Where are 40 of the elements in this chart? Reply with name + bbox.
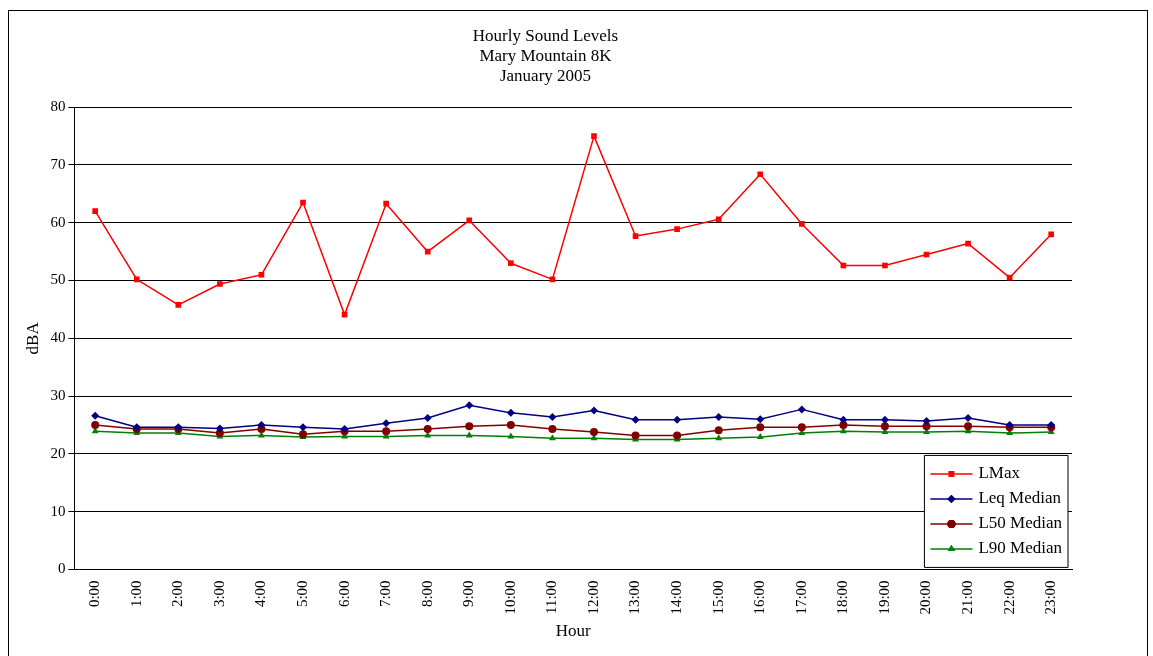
y-tick-label: 60 [50, 213, 66, 230]
x-tick-label: 10:00 [501, 580, 518, 615]
x-tick-label: 21:00 [959, 580, 976, 615]
x-tick-label: 0:00 [86, 580, 103, 608]
legend-label: LMax [978, 463, 1021, 483]
x-tick-label: 1:00 [127, 580, 144, 608]
y-tick-label: 10 [50, 502, 66, 519]
x-tick-label: 15:00 [709, 580, 726, 615]
x-tick-label: 17:00 [792, 580, 809, 615]
y-tick-label: 40 [50, 329, 66, 346]
x-tick-label: 11:00 [543, 580, 560, 615]
x-tick-label: 2:00 [169, 580, 186, 608]
y-tick-label: 70 [50, 155, 66, 172]
x-tick-label: 9:00 [460, 580, 477, 608]
x-tick-label: 22:00 [1000, 580, 1017, 615]
y-tick-label: 20 [50, 444, 66, 461]
x-tick-label: 3:00 [210, 580, 227, 608]
y-axis-title: dBA [22, 321, 42, 355]
x-tick-label: 13:00 [626, 580, 643, 615]
x-tick-label: 20:00 [917, 580, 934, 615]
y-tick-label: 80 [50, 98, 66, 115]
x-tick-label: 8:00 [418, 580, 435, 608]
legend-label: Leq Median [978, 488, 1062, 508]
legend-label: L50 Median [978, 513, 1063, 533]
x-tick-label: 6:00 [335, 580, 352, 608]
legend-label: L90 Median [978, 538, 1063, 558]
x-tick-label: 16:00 [751, 580, 768, 615]
x-tick-label: 19:00 [875, 580, 892, 615]
x-tick-label: 14:00 [668, 580, 685, 615]
chart-title: Hourly Sound Levels Mary Mountain 8K January 2005 [472, 25, 619, 86]
x-tick-label: 5:00 [293, 580, 310, 608]
x-tick-label: 12:00 [584, 580, 601, 615]
x-tick-label: 18:00 [834, 580, 851, 615]
y-tick-label: 50 [50, 271, 66, 288]
x-tick-label: 7:00 [377, 580, 394, 608]
x-tick-label: 4:00 [252, 580, 269, 608]
x-tick-label: 23:00 [1042, 580, 1059, 615]
x-axis-title: Hour [555, 621, 591, 641]
y-tick-label: 0 [57, 560, 66, 577]
y-tick-label: 30 [50, 387, 66, 404]
